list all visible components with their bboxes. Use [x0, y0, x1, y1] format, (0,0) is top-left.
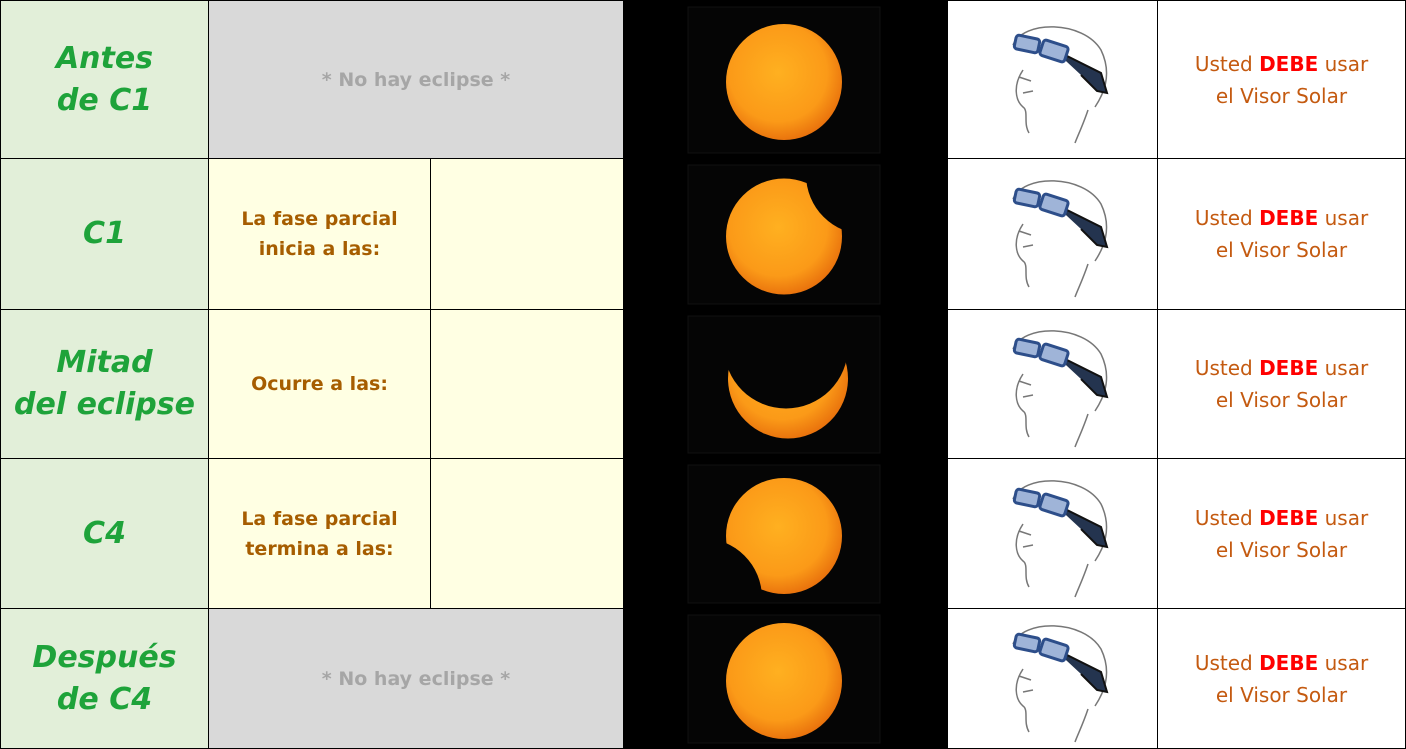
sun-cell	[624, 459, 948, 609]
phase-line: inicia a las:	[259, 234, 380, 264]
message-text: usar	[1325, 52, 1369, 76]
label-line: del eclipse	[14, 384, 195, 426]
label-line: de C4	[57, 679, 152, 721]
message-line: Usted DEBE usar	[1195, 202, 1368, 234]
label-line: Después	[32, 637, 176, 679]
glasses-cell	[948, 310, 1158, 459]
message-emphasis: DEBE	[1259, 651, 1318, 675]
label-line: Mitad	[56, 342, 152, 384]
message-text: usar	[1325, 356, 1369, 380]
sun-cell	[624, 159, 948, 310]
sun	[726, 179, 842, 295]
message-line: el Visor Solar	[1216, 234, 1347, 266]
phase-text: Ocurre a las:	[209, 310, 431, 459]
glasses-icon	[983, 469, 1123, 599]
message-emphasis: DEBE	[1259, 52, 1318, 76]
message-line: el Visor Solar	[1216, 534, 1347, 566]
label-line: Antes	[56, 38, 153, 80]
message-text: Usted	[1195, 52, 1253, 76]
phase-line: * No hay eclipse *	[322, 668, 510, 690]
no-eclipse: * No hay eclipse *	[209, 1, 624, 159]
message-text: Usted	[1195, 206, 1253, 230]
message-text: Usted	[1195, 356, 1253, 380]
message-emphasis: DEBE	[1259, 356, 1318, 380]
message-line: Usted DEBE usar	[1195, 647, 1368, 679]
phase-line: * No hay eclipse *	[322, 69, 510, 91]
glasses-icon	[983, 169, 1123, 299]
message-line: el Visor Solar	[1216, 679, 1347, 711]
message-text: usar	[1325, 651, 1369, 675]
phase-line: La fase parcial	[241, 204, 397, 234]
time-cell	[431, 310, 624, 459]
phase-line: Ocurre a las:	[251, 369, 388, 399]
message-line: el Visor Solar	[1216, 384, 1347, 416]
sun	[726, 623, 842, 739]
message-line: el Visor Solar	[1216, 80, 1347, 112]
glasses-icon	[983, 15, 1123, 145]
glasses-cell	[948, 1, 1158, 159]
sun-cell	[624, 609, 948, 749]
sun-image	[624, 459, 948, 608]
sun-image	[624, 609, 948, 748]
message-text: usar	[1325, 506, 1369, 530]
glasses-cell	[948, 159, 1158, 310]
glasses-cell	[948, 609, 1158, 749]
message-emphasis: DEBE	[1259, 506, 1318, 530]
row-label: C1	[0, 159, 209, 310]
eclipse-table: Antesde C1 * No hay eclipse * Usted DEBE u…	[0, 0, 1406, 748]
sun-image	[624, 310, 948, 458]
phase-line: termina a las:	[245, 534, 393, 564]
message-text: Usted	[1195, 506, 1253, 530]
sun-cell	[624, 310, 948, 459]
row-label: C4	[0, 459, 209, 609]
message-line: Usted DEBE usar	[1195, 48, 1368, 80]
glasses-cell	[948, 459, 1158, 609]
phase-line: La fase parcial	[241, 504, 397, 534]
no-eclipse: * No hay eclipse *	[209, 609, 624, 749]
glasses-icon	[983, 614, 1123, 744]
glasses-icon	[983, 319, 1123, 449]
message-text: usar	[1325, 206, 1369, 230]
label-line: de C1	[57, 80, 152, 122]
message-line: Usted DEBE usar	[1195, 502, 1368, 534]
sun-cell	[624, 1, 948, 159]
label-line: C4	[83, 513, 126, 555]
sun-image	[624, 159, 948, 309]
time-cell	[431, 459, 624, 609]
message-emphasis: DEBE	[1259, 206, 1318, 230]
label-line: C1	[83, 213, 126, 255]
crescent	[728, 319, 848, 439]
sun-image	[624, 1, 948, 158]
sun	[726, 24, 842, 140]
time-cell	[431, 159, 624, 310]
message-line: Usted DEBE usar	[1195, 352, 1368, 384]
sun	[726, 478, 842, 594]
message-text: Usted	[1195, 651, 1253, 675]
